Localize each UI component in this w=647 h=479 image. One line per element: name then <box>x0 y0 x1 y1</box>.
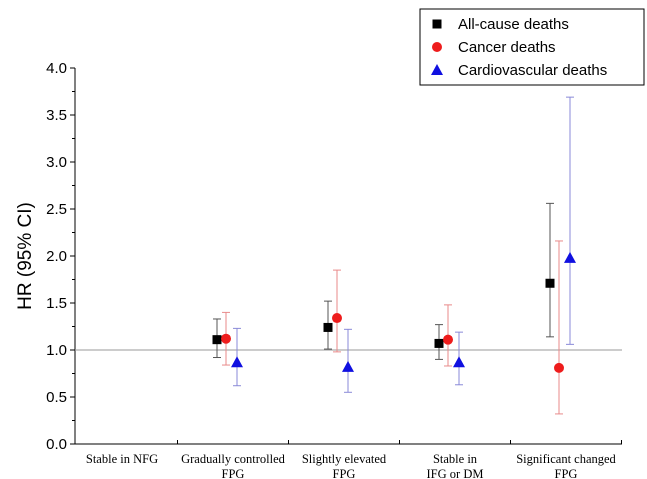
x-tick-label-line: Stable in <box>433 452 478 466</box>
x-tick-label-line: Significant changed <box>516 452 616 466</box>
data-point <box>212 335 222 345</box>
data-point <box>564 251 576 263</box>
series-triangle <box>231 96 576 393</box>
legend-label: Cancer deaths <box>458 39 556 56</box>
data-marks <box>212 96 576 415</box>
legend: All-cause deaths Cancer deaths Cardiovascu… <box>419 8 645 86</box>
series-square <box>212 202 555 360</box>
legend-marker <box>431 64 443 75</box>
data-point <box>453 356 465 368</box>
legend-marker <box>432 19 442 29</box>
x-tick-label-line: Slightly elevated <box>302 452 387 466</box>
x-tick-label-line: Gradually controlled <box>181 452 286 466</box>
data-point <box>545 278 555 288</box>
y-tick-label: 1.5 <box>46 295 67 312</box>
legend-box <box>419 8 645 86</box>
x-tick-label: Stable in NFG <box>86 452 158 466</box>
x-tick-label-line: Stable in NFG <box>86 452 158 466</box>
data-point <box>231 356 243 368</box>
x-tick-label-line: FPG <box>555 467 578 479</box>
data-point <box>332 313 342 324</box>
y-tick-label: 2.0 <box>46 248 67 265</box>
y-tick-label: 3.5 <box>46 107 67 124</box>
x-tick-label: Significant changed FPG <box>516 452 616 479</box>
data-point <box>221 333 231 344</box>
data-point <box>342 360 354 372</box>
y-tick-label: 0.5 <box>46 389 67 406</box>
x-tick-label: Slightly elevated FPG <box>302 452 387 479</box>
legend-label: Cardiovascular deaths <box>458 62 607 79</box>
x-tick-label: Gradually controlled FPG <box>181 452 286 479</box>
x-tick-label-line: FPG <box>222 467 245 479</box>
axes: 0.0 0.5 1.0 1.5 2.0 2.5 3.0 3.5 4.0 Stable in NFG… <box>46 60 622 479</box>
x-tick-label-line: IFG or DM <box>427 467 484 479</box>
x-tick-label: Stable in IFG or DM <box>427 452 484 479</box>
y-tick-label: 0.0 <box>46 436 67 453</box>
series-circle <box>221 240 564 415</box>
y-tick-label: 1.0 <box>46 342 67 359</box>
y-tick-label: 2.5 <box>46 201 67 218</box>
data-point <box>323 322 333 332</box>
y-tick-label: 3.0 <box>46 154 67 171</box>
y-tick-label: 4.0 <box>46 60 67 77</box>
data-point <box>554 362 564 373</box>
x-tick-label-line: FPG <box>333 467 356 479</box>
data-point <box>443 334 453 345</box>
y-axis-label: HR (95% CI) <box>15 202 36 310</box>
data-point <box>434 338 444 348</box>
legend-label: All-cause deaths <box>458 16 569 33</box>
legend-marker <box>432 42 442 52</box>
